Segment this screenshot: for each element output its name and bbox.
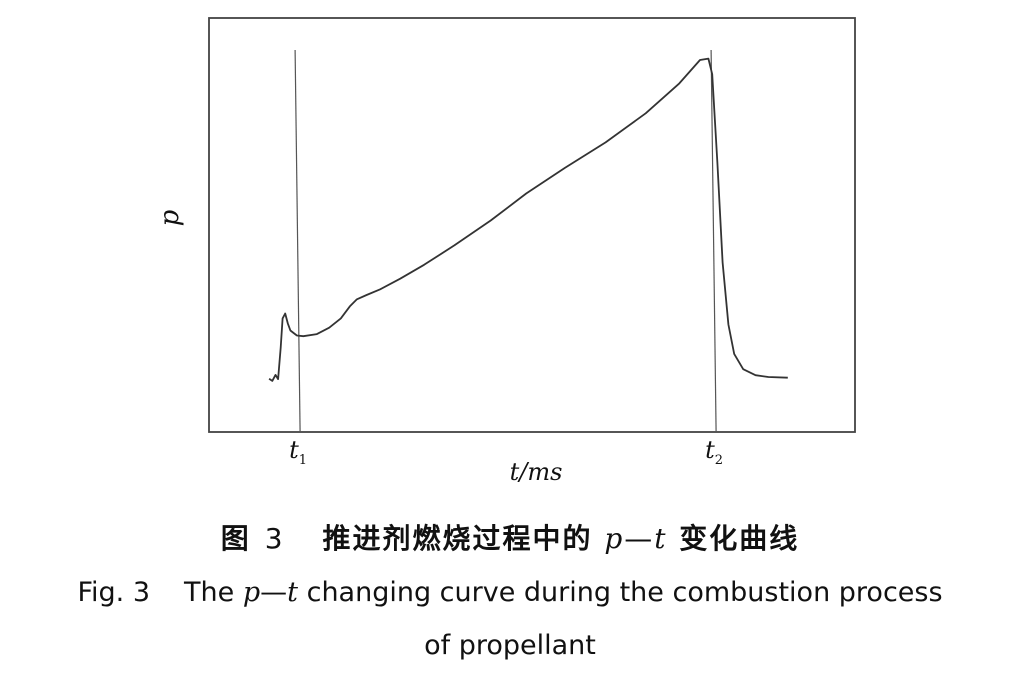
marker-label-1: t1 — [289, 436, 307, 468]
caption-en-prefix: Fig. 3 — [77, 577, 151, 608]
x-axis-label: t/ms — [510, 458, 563, 486]
caption-cn-number: 3 — [264, 522, 285, 555]
caption-english: Fig. 3 The p—t changing curve during the … — [0, 577, 1020, 608]
marker-line-1 — [294, 49, 301, 433]
caption-cn-text-a: 推进剂燃烧过程中的 — [322, 522, 593, 555]
marker-label-2: t2 — [705, 436, 723, 468]
caption-en-text-b: changing curve during the combustion pro… — [306, 577, 943, 608]
caption-en-t: t — [287, 577, 298, 608]
caption-english-line2: of propellant — [424, 630, 596, 661]
caption-cn-t: t — [654, 522, 668, 555]
caption-en-dash: — — [260, 577, 288, 608]
pressure-curve — [268, 57, 788, 382]
p-t-chart: t1 t2 p t/ms — [155, 17, 856, 486]
caption-cn-dash: — — [624, 522, 655, 555]
marker-lines — [294, 49, 717, 433]
marker-line-2 — [710, 49, 717, 433]
caption-chinese: 图 3 推进剂燃烧过程中的 p—t 变化曲线 — [0, 517, 1020, 557]
marker-labels: t1 t2 — [289, 436, 723, 468]
caption-en-p: p — [242, 577, 261, 608]
marker-subscript-1: 1 — [299, 453, 307, 468]
caption-cn-prefix: 图 — [220, 522, 251, 555]
marker-subscript-2: 2 — [715, 453, 723, 468]
caption-cn-text-b: 变化曲线 — [679, 522, 800, 555]
caption-cn-p: p — [604, 522, 625, 555]
plot-frame — [208, 17, 856, 433]
caption-en-text-a: The — [184, 577, 235, 608]
y-axis-label: p — [155, 209, 185, 226]
